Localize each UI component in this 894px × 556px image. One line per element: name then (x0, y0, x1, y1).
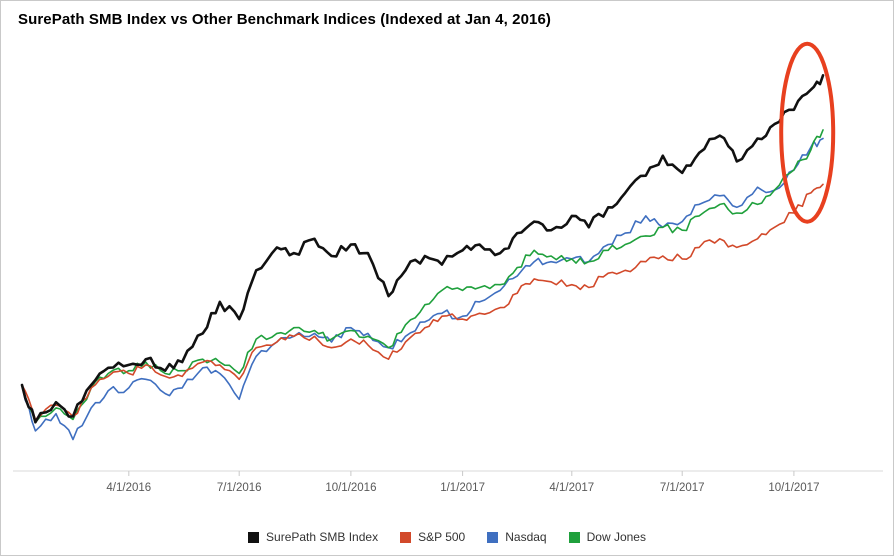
svg-text:4/1/2017: 4/1/2017 (549, 482, 594, 494)
legend-item-surepath: SurePath SMB Index (248, 530, 378, 544)
legend-item-sp500: S&P 500 (400, 530, 465, 544)
legend-label-nasdaq: Nasdaq (505, 530, 547, 544)
legend-item-dowjones: Dow Jones (568, 530, 646, 544)
legend-swatch-nasdaq-icon (487, 531, 499, 543)
chart-title: SurePath SMB Index vs Other Benchmark In… (18, 11, 552, 28)
svg-text:7/1/2017: 7/1/2017 (660, 482, 705, 494)
svg-text:10/1/2017: 10/1/2017 (768, 482, 819, 494)
svg-text:10/1/2016: 10/1/2016 (325, 482, 376, 494)
legend-swatch-surepath-icon (248, 531, 260, 543)
svg-text:4/1/2016: 4/1/2016 (106, 482, 151, 494)
legend-swatch-dowjones-icon (568, 531, 580, 543)
line-chart: 4/1/2016 7/1/2016 10/1/2016 1/1/2017 4/1/201… (13, 41, 883, 494)
svg-text:1/1/2017: 1/1/2017 (440, 482, 485, 494)
legend-swatch-sp500-icon (400, 531, 412, 543)
legend-label-dowjones: Dow Jones (586, 530, 646, 544)
highlight-ellipse-annotation (779, 41, 836, 224)
legend-label-sp500: S&P 500 (418, 530, 466, 544)
svg-text:7/1/2016: 7/1/2016 (217, 482, 262, 494)
legend-item-nasdaq: Nasdaq (487, 530, 547, 544)
chart-legend: SurePath SMB Index S&P 500 Nasdaq Dow Jo… (1, 530, 893, 544)
legend-label-surepath: SurePath SMB Index (266, 530, 379, 544)
